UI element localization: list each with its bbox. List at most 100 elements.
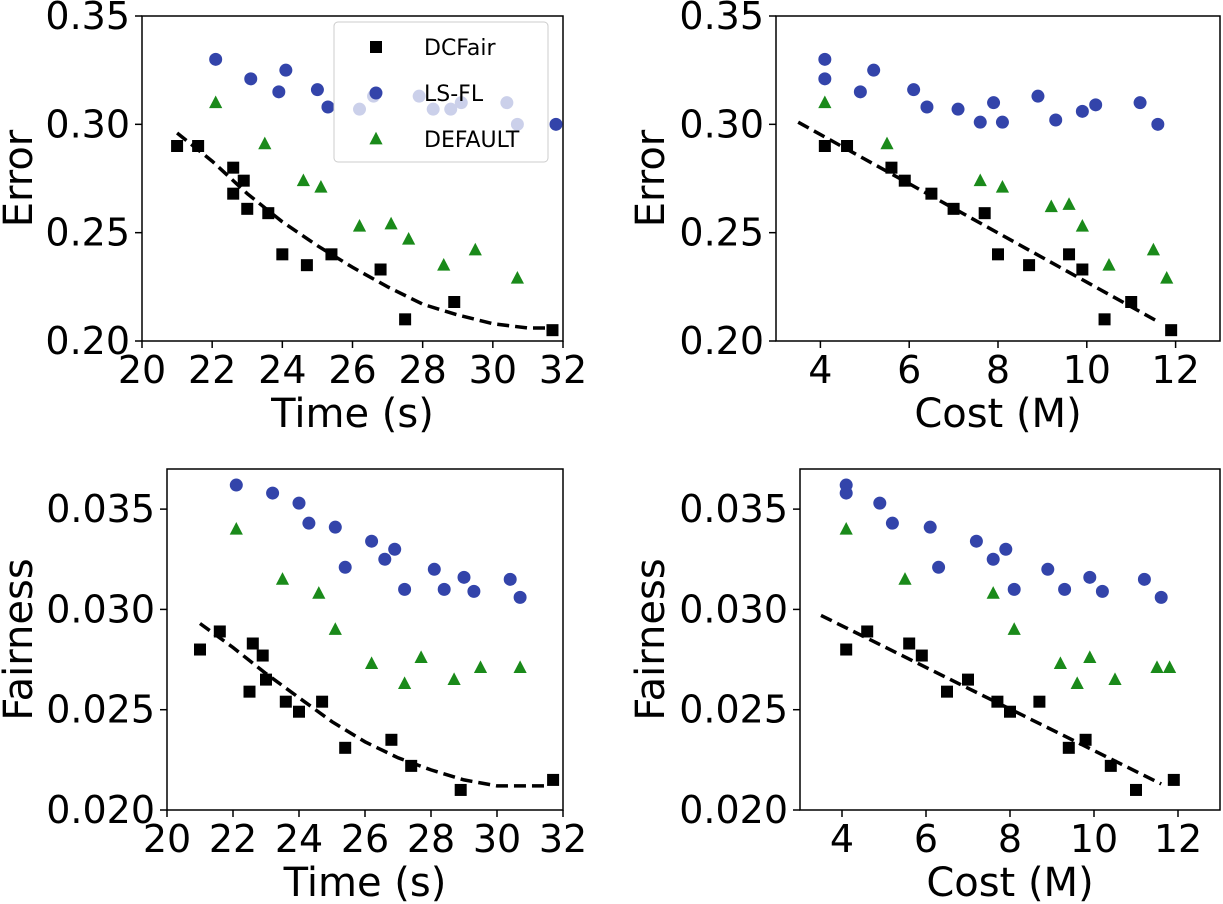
data-point-ls-fl	[1049, 113, 1063, 127]
data-point-ls-fl	[873, 496, 887, 510]
data-point-ls-fl	[244, 72, 258, 86]
panel-3: 20 22 24 26 28 30 32 0.020 0.025 0.030 0.035 Time (…	[0, 468, 587, 904]
data-point-default	[880, 136, 894, 150]
trend-line	[820, 613, 1162, 786]
data-point-ls-fl	[995, 115, 1009, 129]
data-point-dcfair	[1125, 296, 1138, 308]
data-point-ls-fl	[1154, 590, 1168, 604]
data-point-ls-fl	[457, 570, 471, 584]
data-point-default	[384, 216, 398, 230]
data-point-ls-fl	[818, 72, 832, 86]
x-tick-label: 28	[407, 817, 455, 861]
data-point-dcfair	[325, 248, 338, 261]
data-point-dcfair	[316, 695, 329, 708]
data-point-default	[1160, 270, 1174, 284]
x-tick-label: 4	[808, 348, 832, 392]
data-point-default	[1150, 660, 1164, 673]
data-point-dcfair	[1023, 259, 1036, 272]
data-point-ls-fl	[437, 582, 451, 596]
data-point-dcfair	[399, 313, 412, 326]
data-point-default	[296, 173, 310, 187]
data-point-default	[328, 622, 342, 635]
x-tick-label: 10	[1070, 817, 1118, 861]
x-tick-label: 26	[328, 348, 376, 392]
trend-line	[176, 131, 553, 330]
x-axis-label: Cost (M)	[926, 860, 1093, 904]
data-point-ls-fl	[1095, 584, 1109, 598]
data-point-dcfair	[941, 685, 953, 698]
data-point-ls-fl	[209, 52, 223, 66]
data-point-ls-fl	[987, 96, 1001, 110]
data-point-ls-fl	[427, 562, 441, 576]
y-axis-label: Error	[0, 129, 42, 227]
data-point-dcfair	[339, 741, 352, 754]
y-axis-label: Fairness	[628, 558, 674, 720]
data-point-ls-fl	[1083, 570, 1097, 584]
x-tick-label: 26	[341, 817, 389, 861]
series-ls-fl	[229, 478, 527, 604]
panel-4: 4 6 8 10 12 0.020 0.025 0.030 0.035 Cost (M) Fairn…	[628, 468, 1221, 904]
data-point-ls-fl	[1133, 96, 1147, 110]
data-point-ls-fl	[229, 478, 243, 492]
data-point-default	[447, 672, 461, 686]
data-point-ls-fl	[513, 590, 527, 604]
data-point-dcfair	[962, 673, 974, 686]
y-tick-label: 0.035	[679, 487, 788, 531]
x-tick-label: 22	[188, 348, 236, 392]
data-point-ls-fl	[503, 572, 517, 586]
data-point-dcfair	[1062, 741, 1075, 754]
y-tick-label: 0.020	[679, 788, 788, 832]
data-point-default	[437, 257, 451, 271]
data-point-ls-fl	[266, 486, 280, 500]
data-point-dcfair	[194, 643, 206, 656]
data-point-ls-fl	[310, 83, 324, 97]
data-point-ls-fl	[885, 516, 899, 530]
series-dcfair	[194, 625, 560, 796]
data-point-ls-fl	[1075, 104, 1089, 118]
data-point-dcfair	[454, 783, 467, 796]
data-point-default	[1044, 199, 1058, 213]
data-point-dcfair	[276, 248, 289, 261]
data-point-dcfair	[448, 296, 461, 308]
data-point-default	[1083, 650, 1097, 663]
data-point-default	[312, 586, 326, 599]
x-tick-label: 30	[469, 348, 517, 392]
x-tick-label: 20	[143, 817, 191, 861]
series-default	[209, 95, 524, 284]
x-tick-label: 20	[118, 348, 166, 392]
legend-box	[333, 21, 549, 163]
data-point-dcfair	[241, 202, 254, 215]
data-point-ls-fl	[292, 496, 306, 510]
y-tick-label: 0.35	[679, 0, 764, 38]
x-tick-label: 12	[1151, 348, 1199, 392]
trend-line	[198, 622, 550, 788]
y-tick-label: 0.25	[679, 211, 764, 255]
x-tick-label: 10	[1063, 348, 1111, 392]
data-point-ls-fl	[1058, 582, 1072, 596]
data-point-default	[1075, 218, 1089, 232]
y-tick-label: 0.20	[45, 319, 130, 363]
data-point-dcfair	[840, 643, 853, 656]
data-point-dcfair	[885, 161, 898, 174]
series-default	[818, 95, 1174, 284]
y-tick-label: 0.025	[46, 688, 155, 732]
data-point-ls-fl	[973, 115, 987, 129]
data-point-dcfair	[385, 733, 398, 746]
data-point-dcfair	[1130, 783, 1142, 796]
data-point-ls-fl	[986, 552, 1000, 566]
data-point-default	[275, 572, 290, 585]
legend: DCFair LS-FL DEFAULT	[333, 21, 549, 163]
data-point-default	[209, 95, 223, 109]
x-tick-label: 22	[209, 817, 257, 861]
data-point-dcfair	[547, 773, 560, 786]
data-point-ls-fl	[969, 534, 983, 548]
x-tick-label: 24	[275, 817, 323, 861]
y-tick-label: 0.020	[46, 788, 155, 832]
data-point-ls-fl	[338, 560, 352, 574]
data-point-default	[1007, 622, 1021, 635]
data-point-dcfair	[1076, 263, 1089, 276]
data-point-default	[1163, 660, 1177, 673]
y-tick-label: 0.30	[679, 102, 764, 146]
x-tick-label: 12	[1154, 817, 1202, 861]
